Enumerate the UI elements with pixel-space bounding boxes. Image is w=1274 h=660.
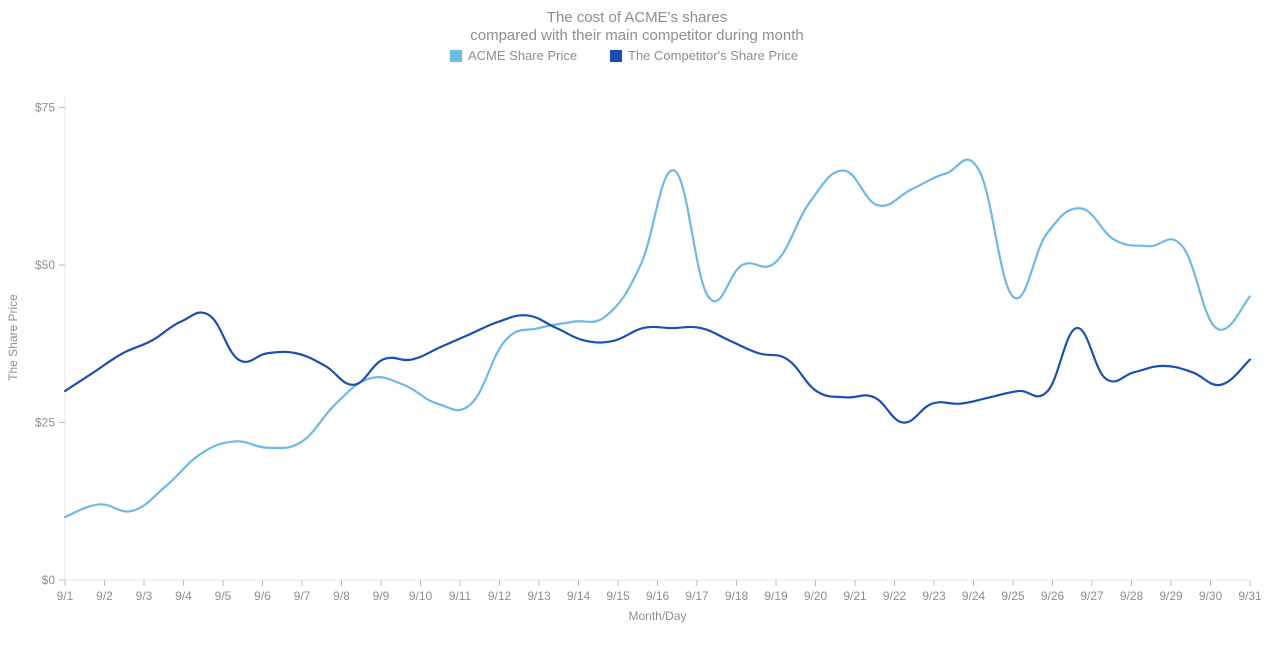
x-tick-label: 9/24 xyxy=(962,589,986,603)
chart-title-line1: The cost of ACME's shares xyxy=(547,9,727,26)
x-tick-label: 9/17 xyxy=(685,589,709,603)
x-tick-label: 9/26 xyxy=(1041,589,1065,603)
x-tick-label: 9/5 xyxy=(215,589,232,603)
x-tick-label: 9/31 xyxy=(1238,589,1262,603)
x-tick-label: 9/25 xyxy=(1001,589,1025,603)
y-tick-label: $75 xyxy=(35,101,55,115)
x-tick-label: 9/14 xyxy=(567,589,591,603)
x-tick-label: 9/6 xyxy=(254,589,271,603)
x-tick-label: 9/16 xyxy=(646,589,670,603)
x-tick-label: 9/27 xyxy=(1080,589,1104,603)
x-tick-label: 9/4 xyxy=(175,589,192,603)
x-tick-label: 9/18 xyxy=(725,589,749,603)
x-tick-label: 9/22 xyxy=(883,589,907,603)
x-tick-label: 9/19 xyxy=(764,589,788,603)
chart-container: The cost of ACME's sharescompared with t… xyxy=(0,0,1274,660)
x-tick-label: 9/3 xyxy=(136,589,153,603)
x-tick-label: 9/28 xyxy=(1120,589,1144,603)
x-tick-label: 9/8 xyxy=(333,589,350,603)
x-tick-label: 9/13 xyxy=(527,589,551,603)
x-tick-label: 9/11 xyxy=(449,589,472,603)
x-tick-label: 9/20 xyxy=(804,589,828,603)
legend-label: ACME Share Price xyxy=(468,48,577,63)
x-tick-label: 9/10 xyxy=(409,589,433,603)
x-tick-label: 9/21 xyxy=(843,589,867,603)
x-tick-label: 9/30 xyxy=(1199,589,1223,603)
y-tick-label: $50 xyxy=(35,258,55,272)
x-tick-label: 9/29 xyxy=(1159,589,1183,603)
x-tick-label: 9/12 xyxy=(488,589,512,603)
y-tick-label: $0 xyxy=(42,573,56,587)
legend-label: The Competitor's Share Price xyxy=(628,48,798,63)
x-axis-title: Month/Day xyxy=(628,609,686,623)
y-axis-title: The Share Price xyxy=(6,294,20,381)
legend-swatch xyxy=(610,50,622,62)
x-tick-label: 9/2 xyxy=(96,589,113,603)
line-chart: The cost of ACME's sharescompared with t… xyxy=(0,0,1274,660)
y-tick-label: $25 xyxy=(35,416,55,430)
legend-swatch xyxy=(450,50,462,62)
x-tick-label: 9/9 xyxy=(373,589,390,603)
chart-title-line2: compared with their main competitor duri… xyxy=(470,27,804,44)
x-tick-label: 9/15 xyxy=(606,589,630,603)
x-tick-label: 9/1 xyxy=(57,589,74,603)
x-tick-label: 9/7 xyxy=(294,589,311,603)
x-tick-label: 9/23 xyxy=(922,589,946,603)
